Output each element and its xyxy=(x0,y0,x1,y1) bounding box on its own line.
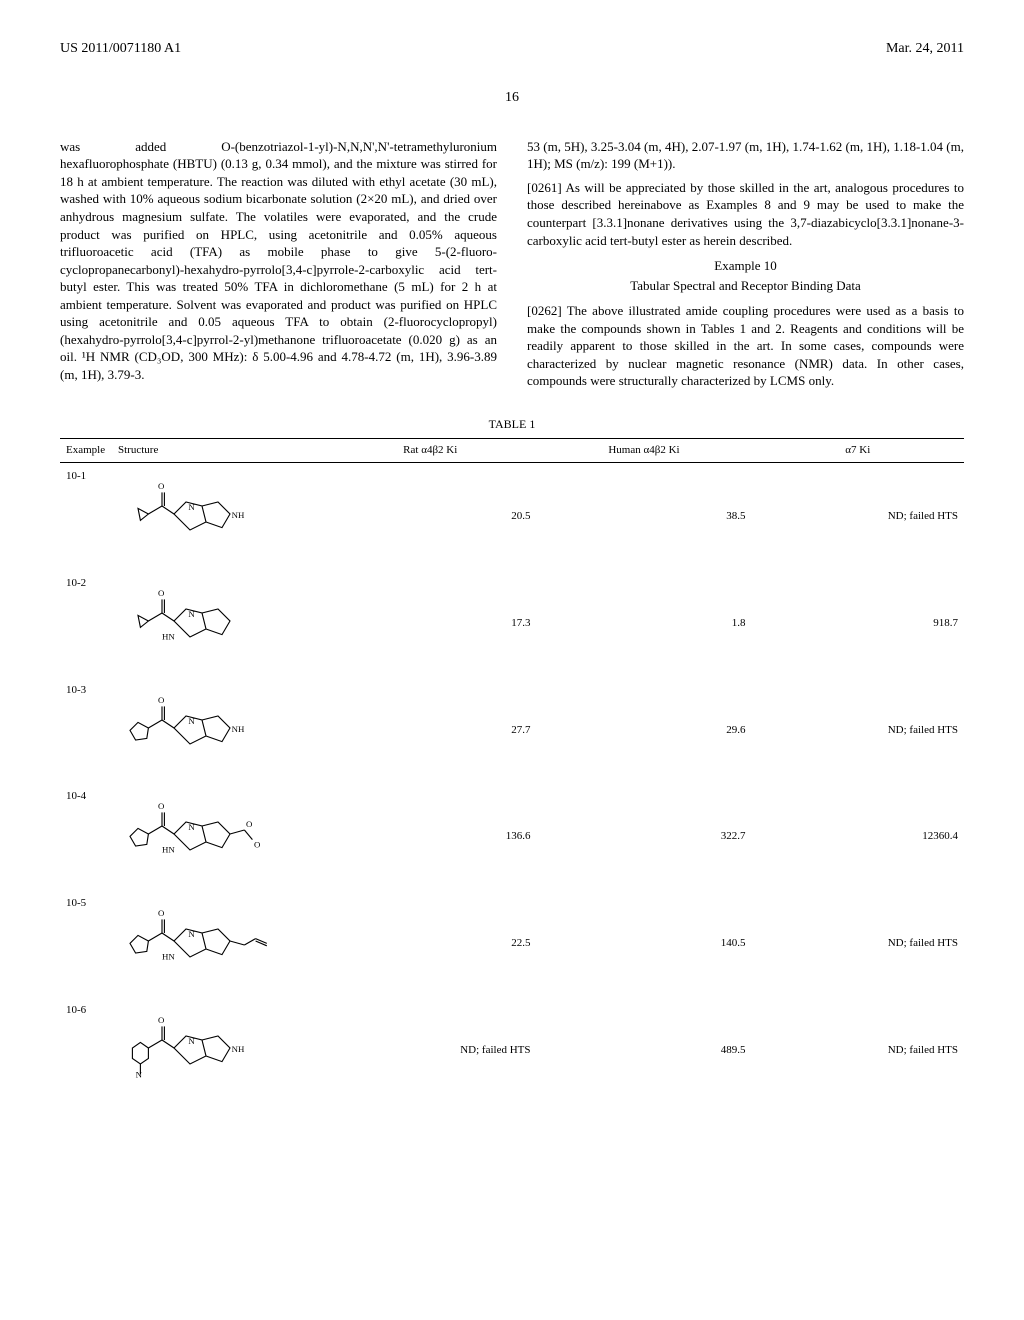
chemical-structure-s1: N O NH xyxy=(118,469,278,559)
page-number: 16 xyxy=(60,89,964,108)
cell-example: 10-3 xyxy=(60,677,112,784)
svg-text:N: N xyxy=(188,609,195,619)
cell-a7: ND; failed HTS xyxy=(752,997,965,1104)
svg-text:N: N xyxy=(188,822,195,832)
para-num-0261: [0261] xyxy=(527,180,562,195)
cell-example: 10-6 xyxy=(60,997,112,1104)
cell-structure: N O HN xyxy=(112,890,324,997)
page-header: US 2011/0071180 A1 Mar. 24, 2011 xyxy=(60,40,964,59)
svg-text:HN: HN xyxy=(162,952,175,962)
cell-structure: N O NH xyxy=(112,462,324,569)
right-para-2: [0261] As will be appreciated by those s… xyxy=(527,179,964,249)
example-heading: Example 10 xyxy=(527,257,964,275)
patent-number: US 2011/0071180 A1 xyxy=(60,40,181,59)
cell-structure: N O HN O O xyxy=(112,783,324,890)
svg-text:O: O xyxy=(158,802,164,812)
table-row: 10-1 N O NH 20.538.5ND; failed HTS xyxy=(60,462,964,569)
th-structure: Structure xyxy=(112,439,324,463)
table-row: 10-3 N O NH 27.729.6ND; failed HTS xyxy=(60,677,964,784)
right-para-3: [0262] The above illustrated amide coupl… xyxy=(527,302,964,390)
th-a7: α7 Ki xyxy=(752,439,965,463)
cell-human: 38.5 xyxy=(536,462,751,569)
example-subheading: Tabular Spectral and Receptor Binding Da… xyxy=(527,277,964,295)
cell-human: 29.6 xyxy=(536,677,751,784)
svg-text:O: O xyxy=(158,908,164,918)
table-caption: TABLE 1 xyxy=(60,416,964,432)
table-row: 10-4 N O HN O O 136.6322.712360.4 xyxy=(60,783,964,890)
cell-structure: N O N NH xyxy=(112,997,324,1104)
para-text-0262: The above illustrated amide coupling pro… xyxy=(527,303,964,388)
cell-rat: 27.7 xyxy=(324,677,536,784)
chemical-structure-s5: N O HN xyxy=(118,896,278,986)
cell-example: 10-1 xyxy=(60,462,112,569)
svg-text:O: O xyxy=(254,840,260,850)
cell-a7: ND; failed HTS xyxy=(752,677,965,784)
svg-text:O: O xyxy=(246,819,252,829)
cell-example: 10-2 xyxy=(60,570,112,677)
chemical-structure-s6: N O N NH xyxy=(118,1003,278,1093)
table-row: 10-6 N O N NH ND; failed HTS489.5ND; failed H… xyxy=(60,997,964,1104)
cell-a7: ND; failed HTS xyxy=(752,462,965,569)
svg-text:N: N xyxy=(188,502,195,512)
para-num-0262: [0262] xyxy=(527,303,562,318)
cell-rat: 17.3 xyxy=(324,570,536,677)
chemical-structure-s2: N O HN xyxy=(118,576,278,666)
svg-text:N: N xyxy=(188,929,195,939)
chemical-structure-s3: N O NH xyxy=(118,683,278,773)
chemical-structure-s4: N O HN O O xyxy=(118,789,278,879)
svg-text:N: N xyxy=(136,1070,143,1080)
cell-structure: N O NH xyxy=(112,677,324,784)
svg-text:N: N xyxy=(188,1036,195,1046)
table-row: 10-2 N O HN 17.31.8918.7 xyxy=(60,570,964,677)
svg-text:O: O xyxy=(158,1015,164,1025)
cell-example: 10-5 xyxy=(60,890,112,997)
svg-text:HN: HN xyxy=(162,845,175,855)
svg-text:O: O xyxy=(158,481,164,491)
svg-text:HN: HN xyxy=(162,631,175,641)
left-para-1: was added O-(benzotriazol-1-yl)-N,N,N',N… xyxy=(60,138,497,384)
svg-text:NH: NH xyxy=(232,510,245,520)
th-human: Human α4β2 Ki xyxy=(536,439,751,463)
cell-example: 10-4 xyxy=(60,783,112,890)
right-column: 53 (m, 5H), 3.25-3.04 (m, 4H), 2.07-1.97… xyxy=(527,138,964,396)
right-para-1: 53 (m, 5H), 3.25-3.04 (m, 4H), 2.07-1.97… xyxy=(527,138,964,173)
cell-a7: 918.7 xyxy=(752,570,965,677)
cell-human: 322.7 xyxy=(536,783,751,890)
patent-date: Mar. 24, 2011 xyxy=(886,40,964,59)
svg-text:O: O xyxy=(158,695,164,705)
cell-human: 1.8 xyxy=(536,570,751,677)
cell-rat: 22.5 xyxy=(324,890,536,997)
para-text-0261: As will be appreciated by those skilled … xyxy=(527,180,964,248)
svg-text:N: N xyxy=(188,716,195,726)
cell-a7: ND; failed HTS xyxy=(752,890,965,997)
two-column-layout: was added O-(benzotriazol-1-yl)-N,N,N',N… xyxy=(60,138,964,396)
left-column: was added O-(benzotriazol-1-yl)-N,N,N',N… xyxy=(60,138,497,396)
cell-rat: 20.5 xyxy=(324,462,536,569)
svg-text:O: O xyxy=(158,588,164,598)
svg-text:NH: NH xyxy=(232,724,245,734)
cell-human: 140.5 xyxy=(536,890,751,997)
table-row: 10-5 N O HN 22.5140.5ND; failed HTS xyxy=(60,890,964,997)
cell-human: 489.5 xyxy=(536,997,751,1104)
th-example: Example xyxy=(60,439,112,463)
cell-a7: 12360.4 xyxy=(752,783,965,890)
svg-text:NH: NH xyxy=(232,1044,245,1054)
cell-rat: ND; failed HTS xyxy=(324,997,536,1104)
receptor-binding-table: Example Structure Rat α4β2 Ki Human α4β2… xyxy=(60,438,964,1104)
cell-structure: N O HN xyxy=(112,570,324,677)
cell-rat: 136.6 xyxy=(324,783,536,890)
th-rat: Rat α4β2 Ki xyxy=(324,439,536,463)
